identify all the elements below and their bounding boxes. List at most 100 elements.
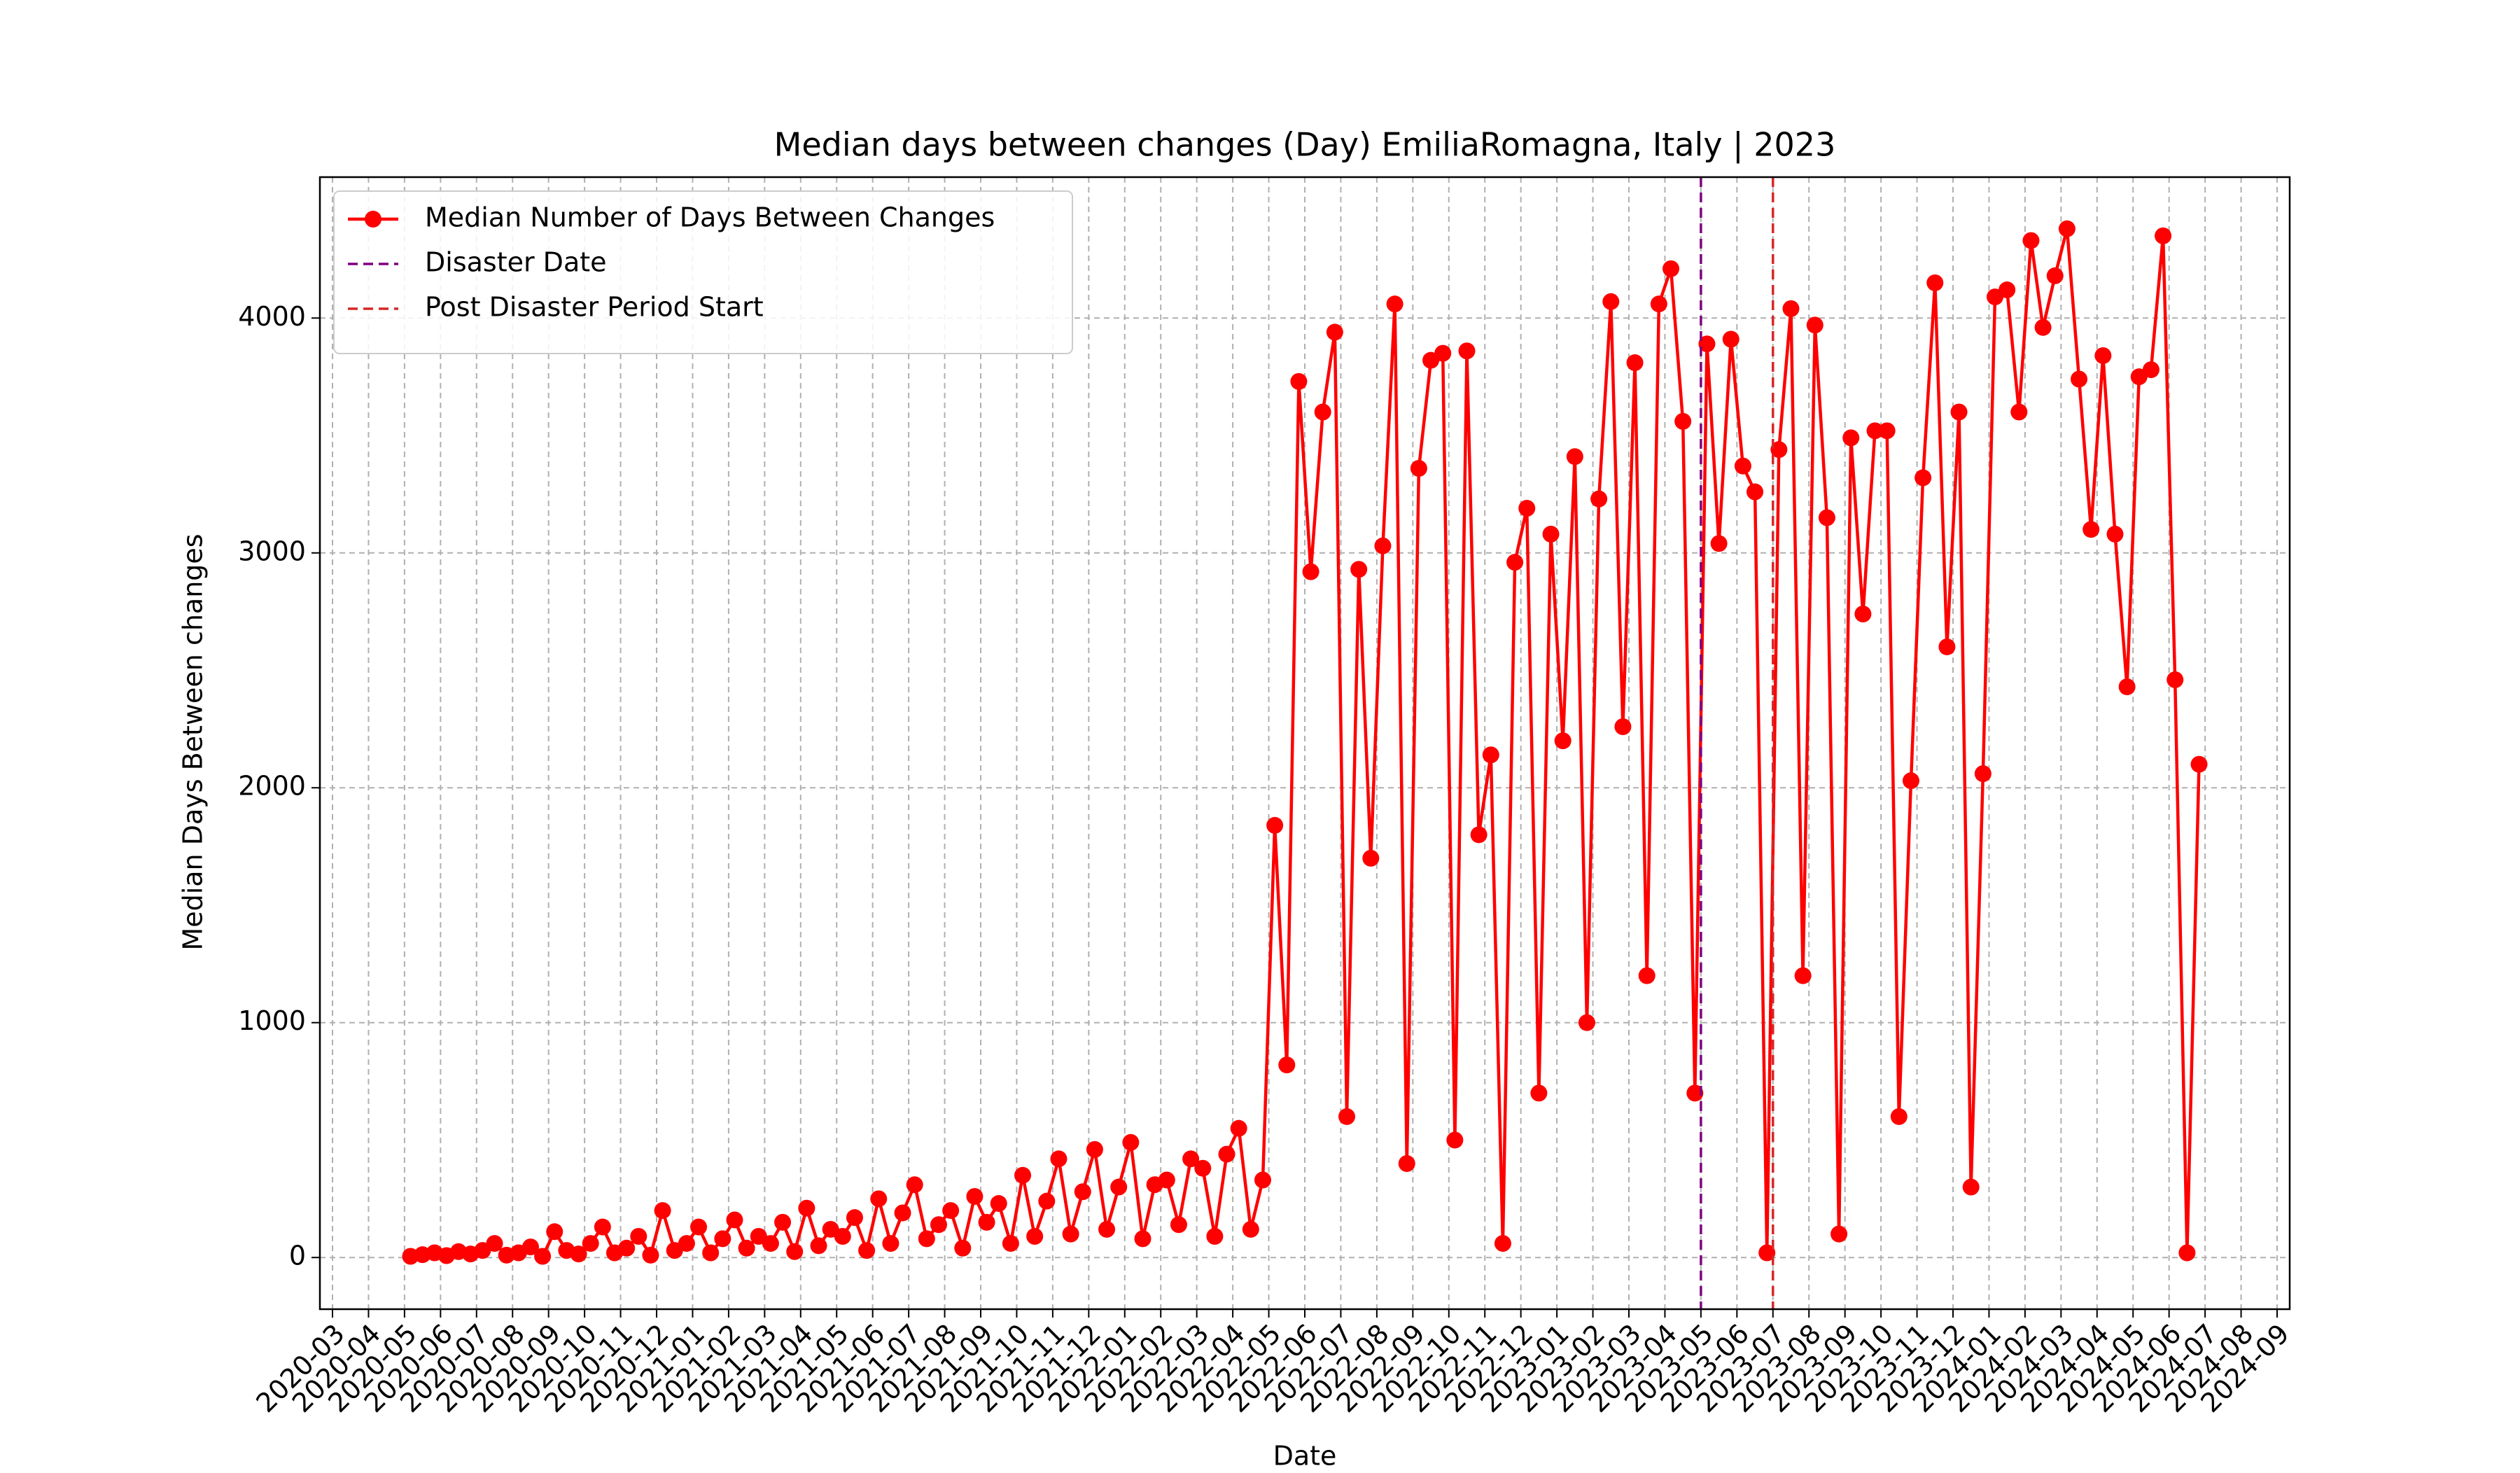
data-point: [1194, 1159, 1212, 1177]
plot-frame: [318, 176, 2291, 1311]
data-point: [714, 1230, 732, 1248]
data-point: [1230, 1119, 1247, 1137]
data-point: [846, 1209, 863, 1227]
legend-label: Post Disaster Period Start: [425, 292, 764, 323]
data-point: [2106, 525, 2124, 543]
data-point: [1854, 605, 1872, 622]
data-point: [1434, 344, 1452, 362]
data-point: [1254, 1171, 1271, 1189]
data-point: [1674, 412, 1692, 430]
data-point: [1218, 1145, 1236, 1163]
data-point: [1818, 509, 1835, 526]
data-point: [546, 1223, 564, 1241]
y-tick-label: 2000: [238, 771, 306, 802]
data-point: [2071, 370, 2088, 388]
data-point: [2010, 403, 2028, 421]
data-point: [858, 1242, 876, 1259]
data-point: [1494, 1235, 1511, 1252]
data-point: [1350, 561, 1368, 578]
data-point: [654, 1202, 671, 1220]
legend-label: Median Number of Days Between Changes: [425, 202, 995, 233]
data-point: [2190, 755, 2208, 773]
data-point: [1470, 826, 1488, 844]
data-point: [2082, 521, 2100, 538]
data-point: [882, 1235, 899, 1252]
y-tick-label: 3000: [238, 536, 306, 566]
data-point: [1314, 403, 1331, 421]
data-point: [1734, 457, 1751, 475]
data-point: [1506, 554, 1524, 571]
data-point: [1698, 335, 1716, 353]
data-point: [1374, 537, 1392, 554]
data-point: [798, 1199, 816, 1217]
legend-marker: [365, 211, 382, 228]
data-point: [702, 1244, 720, 1262]
data-point: [1278, 1056, 1296, 1074]
chart-title: Median days between changes (Day) Emilia…: [774, 126, 1836, 165]
data-point: [1590, 490, 1608, 508]
data-point: [1602, 293, 1620, 310]
data-point: [834, 1228, 851, 1245]
data-point: [786, 1243, 804, 1260]
data-point: [1830, 1225, 1848, 1243]
data-point: [1182, 1150, 1200, 1168]
data-point: [1338, 1108, 1356, 1125]
data-point: [1086, 1140, 1103, 1158]
data-point: [1578, 1014, 1595, 1031]
data-point: [1410, 459, 1427, 477]
data-point: [1962, 1178, 1980, 1196]
data-point: [1326, 323, 1343, 341]
data-point: [1758, 1244, 1776, 1262]
data-point: [2118, 678, 2136, 695]
data-point: [2058, 220, 2076, 237]
data-point: [918, 1230, 935, 1248]
data-point: [1866, 422, 1884, 440]
data-point: [810, 1237, 827, 1255]
data-point: [1722, 330, 1740, 348]
data-point: [1938, 638, 1956, 655]
data-point: [1998, 281, 2016, 299]
data-point: [1842, 429, 1860, 447]
data-point: [570, 1245, 587, 1263]
data-point: [690, 1218, 708, 1236]
x-axis-label: Date: [1273, 1441, 1337, 1471]
data-point: [954, 1239, 972, 1257]
data-point: [1038, 1192, 1056, 1210]
data-point: [1062, 1225, 1079, 1243]
data-point: [1518, 500, 1536, 517]
data-point: [762, 1235, 779, 1252]
data-point: [1530, 1084, 1548, 1102]
data-point: [1386, 295, 1404, 313]
data-point: [1110, 1178, 1128, 1196]
data-point: [594, 1218, 611, 1236]
data-point: [1926, 274, 1944, 291]
data-point: [1290, 372, 1308, 390]
data-point: [1134, 1230, 1152, 1248]
data-point: [1098, 1220, 1116, 1238]
data-point: [1458, 342, 1476, 360]
data-point: [1686, 1084, 1704, 1102]
data-point: [1074, 1183, 1091, 1201]
data-point: [1794, 967, 1812, 984]
data-point: [522, 1238, 539, 1256]
data-point: [1026, 1228, 1044, 1245]
data-point: [1206, 1228, 1224, 1245]
data-point: [906, 1176, 923, 1194]
data-point: [2094, 347, 2112, 364]
data-point: [1974, 765, 1991, 783]
data-point: [2046, 267, 2064, 284]
data-point: [1638, 967, 1656, 984]
data-point: [1266, 816, 1284, 834]
data-point: [1566, 448, 1583, 466]
data-point: [966, 1187, 983, 1205]
data-point: [978, 1213, 995, 1231]
data-point: [1242, 1220, 1259, 1238]
legend: Median Number of Days Between Changes Dis…: [333, 190, 1073, 354]
data-point: [1746, 483, 1764, 501]
y-tick-label: 0: [289, 1241, 306, 1271]
data-point: [1770, 441, 1788, 459]
legend-box: [333, 190, 1073, 354]
data-point: [2155, 227, 2172, 244]
data-point: [1878, 422, 1896, 440]
